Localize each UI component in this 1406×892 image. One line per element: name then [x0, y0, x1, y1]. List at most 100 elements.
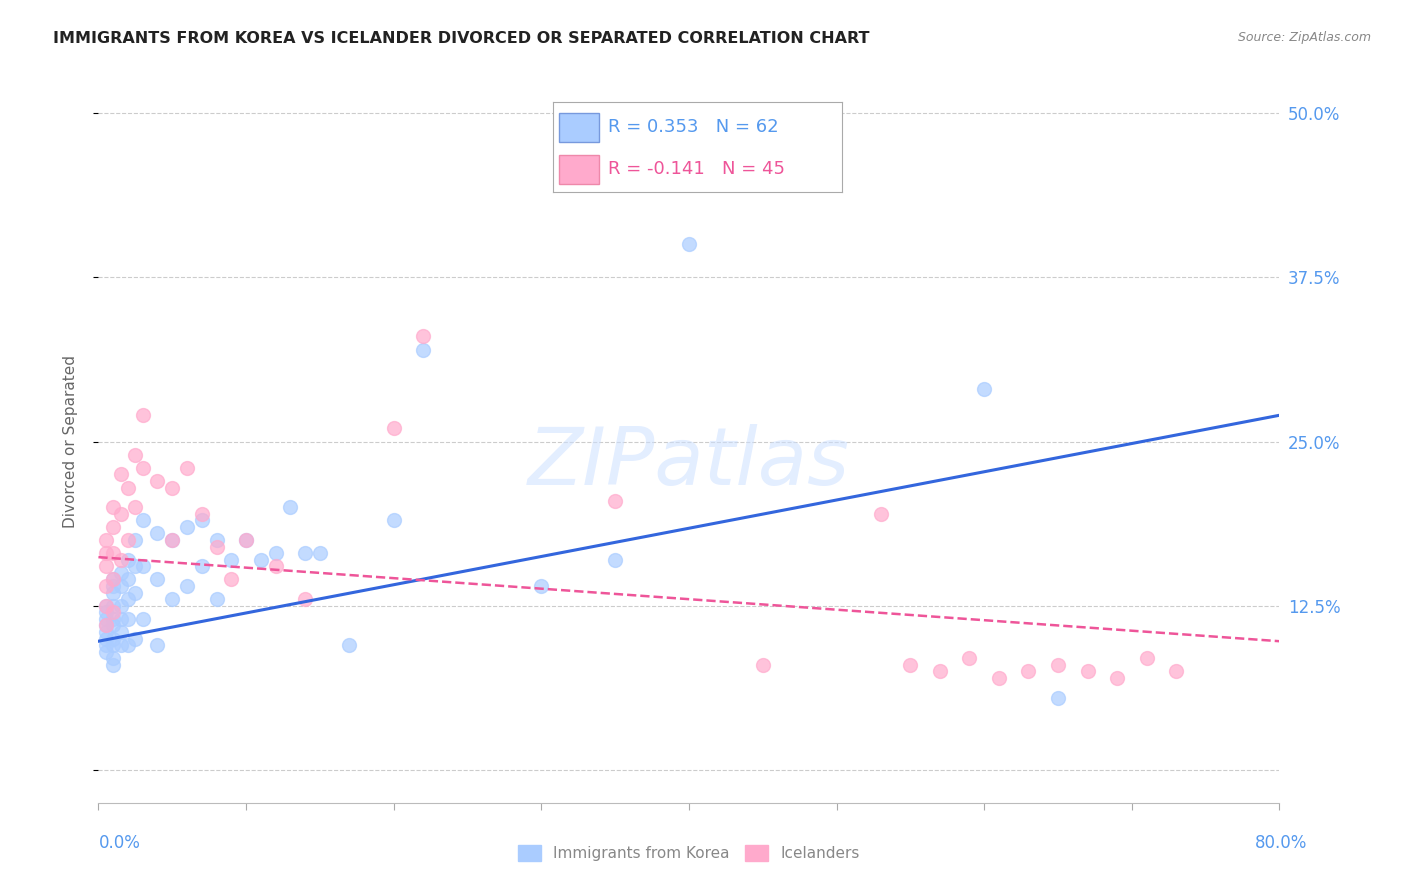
Point: [294, 546, 316, 560]
Point: [146, 573, 169, 587]
Point: [973, 382, 995, 396]
Point: [221, 573, 243, 587]
Point: [264, 559, 287, 574]
Point: [176, 460, 198, 475]
Point: [103, 573, 125, 587]
Point: [412, 329, 434, 343]
Point: [264, 546, 287, 560]
Point: [124, 585, 146, 599]
Point: [900, 657, 922, 672]
Point: [605, 553, 627, 567]
Point: [191, 513, 214, 527]
Point: [94, 579, 117, 593]
Point: [124, 559, 146, 574]
Text: 80.0%: 80.0%: [1256, 834, 1308, 852]
Point: [110, 507, 132, 521]
Point: [94, 632, 117, 646]
Point: [339, 638, 361, 652]
Point: [103, 573, 125, 587]
Point: [103, 500, 125, 515]
Point: [146, 638, 169, 652]
Point: [162, 533, 183, 547]
Point: [382, 421, 405, 435]
Point: [103, 638, 125, 652]
Point: [235, 533, 257, 547]
Point: [103, 651, 125, 665]
Point: [1077, 665, 1099, 679]
Point: [110, 612, 132, 626]
Point: [94, 533, 117, 547]
Point: [280, 500, 302, 515]
Text: ZIPatlas: ZIPatlas: [527, 425, 851, 502]
Point: [191, 507, 214, 521]
Point: [110, 467, 132, 482]
Point: [309, 546, 332, 560]
Point: [94, 605, 117, 619]
Point: [146, 526, 169, 541]
Point: [162, 592, 183, 607]
Point: [1046, 690, 1070, 705]
Point: [132, 409, 155, 423]
Point: [94, 625, 117, 640]
Point: [530, 579, 553, 593]
Point: [162, 481, 183, 495]
Point: [959, 651, 981, 665]
Point: [94, 618, 117, 632]
Point: [678, 237, 700, 252]
Point: [103, 579, 125, 593]
Point: [117, 592, 139, 607]
Point: [124, 500, 146, 515]
Point: [117, 573, 139, 587]
Point: [103, 612, 125, 626]
Point: [103, 585, 125, 599]
Point: [235, 533, 257, 547]
Point: [103, 618, 125, 632]
Point: [146, 474, 169, 488]
Point: [176, 579, 198, 593]
Point: [117, 553, 139, 567]
Point: [132, 460, 155, 475]
Point: [1018, 665, 1040, 679]
Point: [110, 579, 132, 593]
Point: [94, 599, 117, 613]
Point: [94, 638, 117, 652]
Point: [103, 546, 125, 560]
Point: [117, 481, 139, 495]
Point: [94, 618, 117, 632]
Point: [94, 645, 117, 659]
Point: [117, 533, 139, 547]
Point: [1166, 665, 1188, 679]
Point: [94, 612, 117, 626]
Point: [176, 520, 198, 534]
Point: [94, 599, 117, 613]
Point: [205, 540, 228, 554]
Point: [988, 671, 1011, 685]
Point: [221, 553, 243, 567]
Point: [110, 599, 132, 613]
Point: [132, 513, 155, 527]
Point: [124, 448, 146, 462]
Text: Source: ZipAtlas.com: Source: ZipAtlas.com: [1237, 31, 1371, 45]
Point: [94, 559, 117, 574]
Point: [132, 559, 155, 574]
Point: [191, 559, 214, 574]
Point: [752, 657, 775, 672]
Point: [412, 343, 434, 357]
Point: [294, 592, 316, 607]
Point: [382, 513, 405, 527]
Point: [929, 665, 952, 679]
Point: [870, 507, 893, 521]
Point: [1046, 657, 1070, 672]
Point: [117, 638, 139, 652]
Point: [103, 605, 125, 619]
Point: [1107, 671, 1129, 685]
Point: [103, 657, 125, 672]
Point: [132, 612, 155, 626]
Point: [605, 493, 627, 508]
Point: [110, 566, 132, 580]
Point: [124, 533, 146, 547]
Point: [110, 625, 132, 640]
Point: [103, 520, 125, 534]
Point: [1136, 651, 1159, 665]
Point: [205, 592, 228, 607]
